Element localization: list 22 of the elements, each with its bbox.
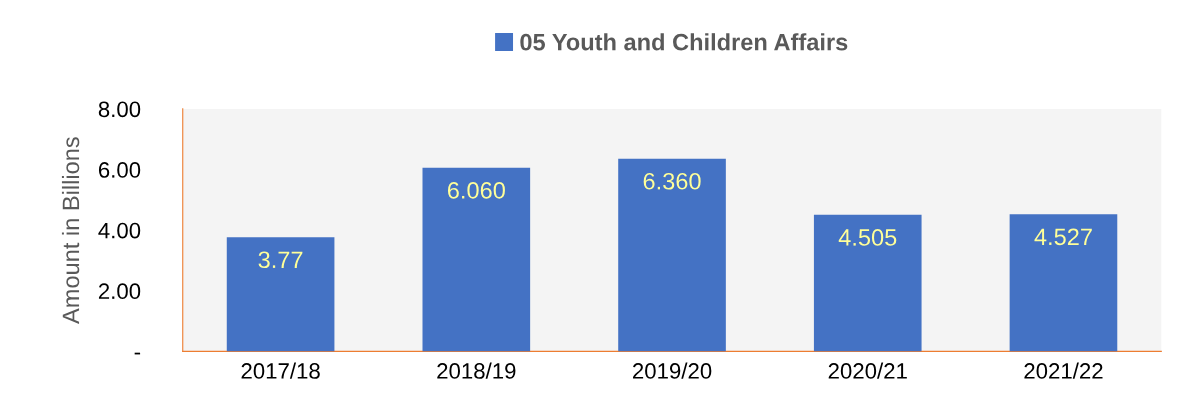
x-tick-label: 2019/20 (632, 362, 712, 379)
y-tick-label: 6.00 (98, 162, 141, 178)
bar (813, 214, 922, 352)
data-label: 4.505 (838, 229, 897, 246)
data-label: 4.527 (1034, 228, 1092, 246)
x-tick-label: 2021/22 (1024, 362, 1103, 379)
x-tick-label: 2020/21 (828, 362, 907, 379)
y-tick-label: - (134, 352, 141, 355)
y-tick-label: 4.00 (98, 222, 141, 239)
data-label: 6.360 (643, 172, 701, 190)
bar (226, 237, 335, 352)
data-label: 6.060 (447, 181, 505, 199)
data-label: 3.77 (258, 251, 303, 269)
y-tick-label: 2.00 (98, 283, 141, 300)
bar (618, 158, 726, 352)
y-tick-label: 8.00 (98, 101, 141, 118)
x-tick-label: 2017/18 (241, 362, 320, 379)
y-axis-title: Amount in Billions (61, 137, 80, 324)
x-tick-label: 2018/19 (437, 362, 516, 379)
legend-label: 05 Youth and Children Affairs (520, 33, 848, 51)
bar (422, 167, 531, 352)
bar (1009, 214, 1118, 352)
